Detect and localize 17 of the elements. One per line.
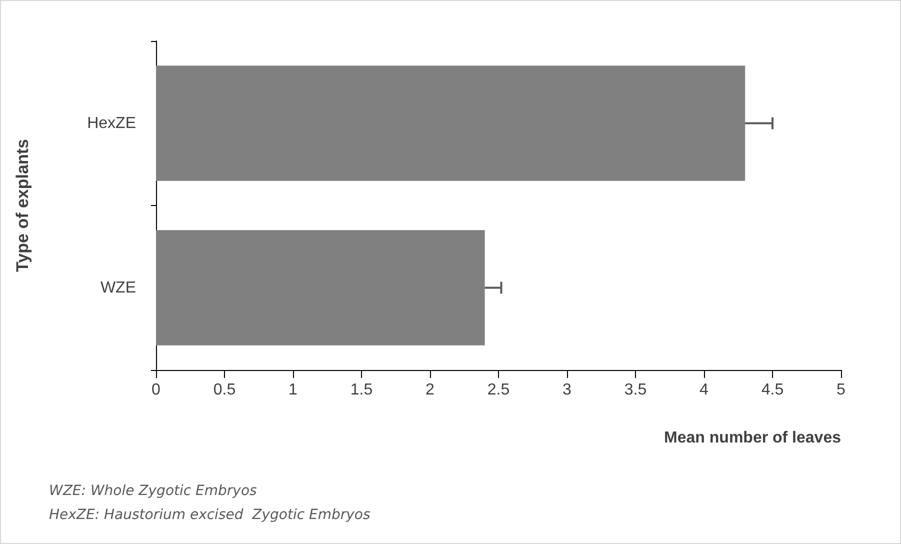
x-tick-label: 0.5 [213,382,236,398]
x-axis-title: Mean number of leaves [664,430,842,446]
x-tick-label: 2.5 [487,382,510,398]
text: WZE: Whole Zygotic Embryos [49,482,258,501]
x-tick-label: 1.5 [350,382,373,398]
x-tick-label: 4 [700,382,709,398]
text: HexZE: Haustorium excised Zygotic Embryos [49,506,370,525]
y-tick-label: WZE [100,279,136,296]
x-tick-label: 2 [426,382,435,398]
x-tick-label: 0 [152,382,161,398]
y-tick-label: HexZE [87,114,136,132]
x-tick-label: 5 [836,382,846,398]
y-axis-title: Type of explants [13,139,32,272]
x-tick-label: 4.5 [761,382,784,398]
x-tick-label: 1 [288,382,298,398]
x-tick-label: 3 [562,382,572,398]
x-tick-label: 3.5 [624,382,647,398]
